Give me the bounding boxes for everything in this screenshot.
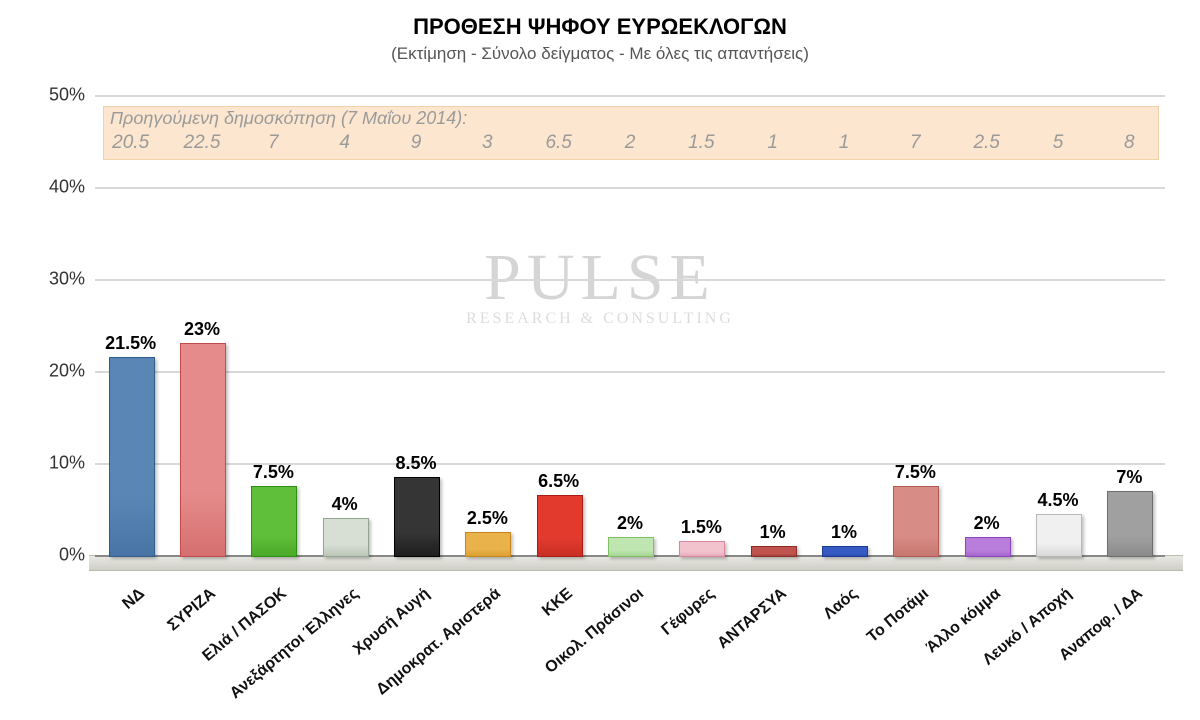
bar [1036,514,1082,557]
previous-value: 22.5 [184,132,221,154]
bar-value-label: 7.5% [895,462,936,483]
x-axis-category-label: Γέφυρες [659,585,719,640]
previous-value: 1 [839,132,850,154]
poll-chart: ΠΡΟΘΕΣΗ ΨΗΦΟΥ ΕΥΡΩΕΚΛΟΓΩΝ (Εκτίμηση - Σύ… [0,0,1200,720]
bar [394,477,440,557]
bar [893,486,939,557]
y-axis-label: 0% [0,545,85,566]
bar [323,518,369,557]
previous-value: 8 [1124,132,1135,154]
x-axis-category-label: Λαός [820,585,861,624]
gridline [95,95,1165,97]
gridline [95,279,1165,281]
bar [465,532,511,557]
y-axis-label: 50% [0,85,85,106]
y-axis-label: 40% [0,177,85,198]
gridline [95,371,1165,373]
x-axis-category-label: Ανεξάρτητοι Έλληνες [227,585,363,703]
bar [251,486,297,557]
bar [751,546,797,557]
y-axis-label: 10% [0,453,85,474]
previous-value: 6.5 [545,132,571,154]
bar-value-label: 7% [1116,467,1142,488]
watermark-sub: RESEARCH & CONSULTING [0,310,1200,328]
bar-value-label: 2% [617,513,643,534]
previous-value: 7 [268,132,279,154]
previous-value: 9 [411,132,422,154]
previous-value: 1.5 [688,132,714,154]
bar-value-label: 8.5% [395,453,436,474]
previous-value: 1 [767,132,778,154]
bar [608,537,654,557]
bar [679,541,725,557]
chart-title: ΠΡΟΘΕΣΗ ΨΗΦΟΥ ΕΥΡΩΕΚΛΟΓΩΝ [0,14,1200,40]
bar-value-label: 6.5% [538,471,579,492]
previous-value: 4 [339,132,350,154]
bar [180,343,226,557]
x-axis-category-label: Δημοκρατ. Αριστερά [374,585,505,699]
previous-value: 3 [482,132,493,154]
bar-value-label: 1% [760,522,786,543]
chart-base-strip [89,555,1183,571]
y-axis-label: 20% [0,361,85,382]
bar-value-label: 7.5% [253,462,294,483]
bar [822,546,868,557]
x-axis-category-label: ΚΚΕ [539,585,576,621]
watermark-main: PULSE [0,240,1200,316]
bar-value-label: 23% [184,319,220,340]
x-axis-category-label: ΣΥΡΙΖΑ [165,585,220,635]
bar-value-label: 2% [974,513,1000,534]
previous-value: 2.5 [973,132,999,154]
previous-value: 5 [1053,132,1064,154]
previous-value: 7 [910,132,921,154]
previous-value: 20.5 [112,132,149,154]
previous-poll-label: Προηγούμενη δημοσκόπηση (7 Μαΐου 2014): [110,108,467,129]
bar [1107,491,1153,557]
x-axis-category-label: ΑΝΤΑΡΣΥΑ [714,585,790,653]
bar-value-label: 4% [332,494,358,515]
bar [537,495,583,557]
bar-value-label: 2.5% [467,508,508,529]
previous-value: 2 [625,132,636,154]
bar-value-label: 1.5% [681,517,722,538]
bar-value-label: 1% [831,522,857,543]
watermark: PULSE RESEARCH & CONSULTING [0,240,1200,328]
gridline [95,187,1165,189]
x-axis-category-label: Το Ποτάμι [864,585,933,647]
bar [109,357,155,557]
x-axis-category-label: ΝΔ [119,585,148,614]
y-axis-label: 30% [0,269,85,290]
chart-subtitle: (Εκτίμηση - Σύνολο δείγματος - Με όλες τ… [0,44,1200,64]
bar-value-label: 4.5% [1037,490,1078,511]
bar [965,537,1011,557]
bar-value-label: 21.5% [105,333,156,354]
